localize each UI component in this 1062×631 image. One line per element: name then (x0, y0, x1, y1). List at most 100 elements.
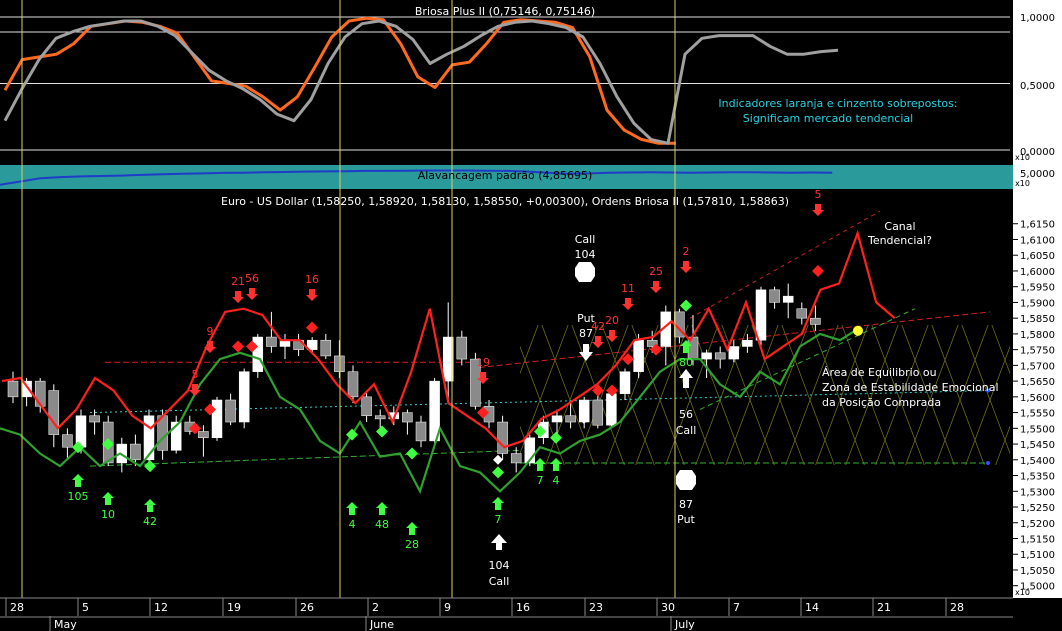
top-ytick-1: 0,5000 (1020, 81, 1055, 92)
right-axis-background (1013, 0, 1062, 631)
buy-signal-label: 7 (537, 474, 544, 487)
sell-arrow-icon (246, 288, 258, 300)
x-month-label: June (369, 618, 394, 631)
sell-arrow-icon (232, 291, 244, 303)
candle-body (238, 371, 250, 423)
annotation-canal: Canal (884, 220, 915, 233)
price-ytick: 1,5100 (1020, 550, 1055, 561)
lev-ymult: x10 (1015, 179, 1030, 188)
buy-arrow-icon (406, 522, 418, 535)
candle-body (334, 355, 345, 372)
candle-body (633, 339, 644, 372)
price-ytick: 1,6100 (1020, 235, 1055, 246)
price-ytick: 1,6050 (1020, 251, 1055, 262)
buy-signal-label: 48 (375, 518, 389, 531)
sell-arrow-icon (606, 330, 618, 342)
annotation-posicao: da Posição Comprada (822, 396, 941, 409)
x-day-label: 2 (372, 601, 379, 614)
order-56-value: Call (676, 424, 697, 437)
candle-body (606, 393, 617, 426)
sell-signal-label: 9 (207, 325, 214, 338)
sell-signal-label: 11 (621, 282, 635, 295)
x-day-label: 16 (516, 601, 530, 614)
leverage-title: Alavancagem padrão (4,85695) (418, 169, 593, 182)
buy-arrow-icon (550, 458, 562, 471)
price-ytick: 1,5850 (1020, 314, 1055, 325)
sell-diamond-icon (650, 343, 662, 356)
order-put-label: Put (577, 312, 595, 325)
buy-diamond-icon (72, 441, 84, 454)
candle-body (728, 346, 740, 360)
buy-signal-label: 4 (553, 474, 560, 487)
order-104-value: Call (489, 575, 510, 588)
stop-sign-icon-2 (676, 470, 696, 490)
price-ytick: 1,5700 (1020, 361, 1055, 372)
buy-arrow-icon (492, 497, 504, 510)
red-signal-line (1, 229, 896, 449)
buy-signal-label: 10 (101, 508, 115, 521)
candle-body (170, 421, 182, 451)
call-arrow-icon-bottom (491, 534, 507, 550)
candle-body (143, 415, 155, 461)
order-call-top-label: Call (575, 233, 596, 246)
x-day-label: 28 (950, 601, 964, 614)
sell-arrow-icon (306, 289, 318, 301)
oscillator-annotation-line2: Significam mercado tendencial (743, 112, 913, 125)
candle-body (211, 399, 223, 439)
candle-body (415, 421, 427, 442)
candle-body (742, 339, 753, 347)
order-87-label: 87 (679, 498, 693, 511)
sell-diamond-icon (232, 340, 244, 353)
buy-arrow-icon (346, 502, 358, 515)
buy-diamond-icon (346, 428, 358, 441)
x-day-label: 21 (877, 601, 891, 614)
sell-diamond-icon (622, 353, 634, 366)
price-ytick: 1,5650 (1020, 377, 1055, 388)
buy-arrow-icon (102, 492, 114, 505)
candle-body (374, 415, 386, 420)
sell-signal-label: 16 (305, 273, 319, 286)
sell-signal-label: 56 (245, 272, 259, 285)
white-diamond-icon (579, 413, 589, 424)
buy-signal-label: 4 (349, 518, 356, 531)
buy-arrow-icon (534, 458, 546, 471)
top-ytick-0: 1,0000 (1020, 13, 1055, 24)
leverage-series (0, 169, 833, 186)
order-put-value: 87 (579, 327, 593, 340)
put-arrow-icon (579, 344, 593, 361)
buy-diamond-icon (376, 425, 388, 438)
buy-signal-label: 80 (679, 356, 693, 369)
sell-arrow-icon (189, 384, 201, 396)
order-56-label: 56 (679, 408, 693, 421)
candle-body (782, 295, 794, 303)
sell-arrow-icon (592, 336, 604, 348)
equilibrium-zone-pattern (520, 325, 1010, 465)
sell-signal-label: 25 (649, 265, 663, 278)
price-title: Euro - US Dollar (1,58250, 1,58920, 1,58… (221, 195, 789, 208)
current-price-dot (853, 325, 863, 336)
sell-arrow-icon (812, 204, 824, 216)
price-ytick: 1,5300 (1020, 487, 1055, 498)
sell-signal-label: 5 (815, 188, 822, 201)
x-day-label: 19 (227, 601, 241, 614)
x-month-label: May (54, 618, 77, 631)
top-ytick-2: 0,0000 (1020, 147, 1055, 158)
candle-body (361, 396, 372, 416)
top-panel-background (0, 0, 1013, 163)
price-ytick: 1,5000 (1020, 582, 1055, 593)
price-ytick: 1,5450 (1020, 440, 1055, 451)
x-day-label: 23 (589, 601, 603, 614)
sell-signal-label: 20 (605, 314, 619, 327)
candle-body (48, 390, 60, 435)
price-ytick: 1,5750 (1020, 346, 1055, 357)
sell-diamond-icon (812, 264, 824, 277)
sell-arrow-icon (680, 261, 692, 273)
price-ytick: 1,5950 (1020, 283, 1055, 294)
x-day-label: 26 (300, 601, 314, 614)
x-day-label: 7 (733, 601, 740, 614)
price-ytick: 1,5200 (1020, 519, 1055, 530)
buy-diamond-icon (680, 299, 692, 312)
x-day-label: 12 (154, 601, 168, 614)
x-day-label: 5 (82, 601, 89, 614)
